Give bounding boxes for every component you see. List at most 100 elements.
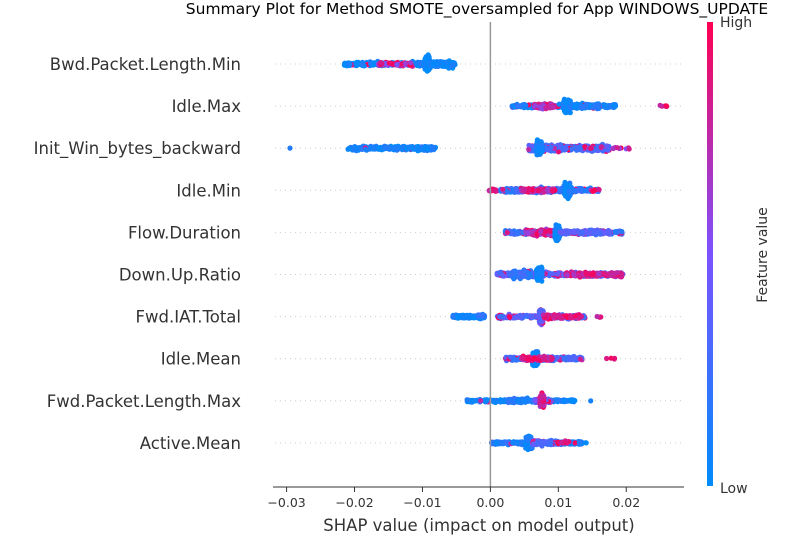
shap-point	[551, 314, 558, 320]
feature-point-group	[341, 52, 458, 74]
shap-point	[571, 229, 577, 235]
shap-point	[569, 146, 575, 152]
shap-point	[563, 146, 569, 152]
shap-point	[539, 270, 545, 276]
shap-point	[526, 186, 532, 192]
shap-point	[526, 142, 532, 148]
shap-point	[604, 143, 610, 149]
feature-point-group	[450, 307, 604, 328]
shap-point	[371, 145, 377, 151]
shap-point	[568, 357, 575, 363]
shap-point	[550, 271, 556, 277]
shap-point	[582, 144, 588, 150]
shap-point	[564, 272, 570, 278]
feature-point-group	[486, 179, 602, 202]
shap-point	[363, 147, 369, 153]
shap-point	[587, 231, 594, 237]
shap-point	[619, 229, 625, 235]
shap-point	[554, 354, 560, 360]
shap-point	[431, 60, 437, 66]
shap-point	[402, 60, 408, 67]
shap-point	[414, 144, 420, 150]
shap-point	[423, 56, 429, 62]
shap-point	[626, 146, 632, 152]
shap-point	[509, 270, 515, 276]
shap-point	[578, 187, 584, 193]
feature-label: Idle.Max	[172, 97, 242, 116]
shap-point	[614, 145, 620, 151]
feature-label: Bwd.Packet.Length.Min	[50, 55, 241, 74]
shap-point	[522, 187, 528, 193]
shap-point	[555, 149, 562, 155]
shap-point	[588, 271, 595, 277]
shap-point	[515, 103, 521, 109]
shap-point	[417, 61, 424, 67]
shap-point	[426, 67, 432, 73]
feature-label: Active.Mean	[140, 434, 241, 453]
shap-point	[596, 271, 602, 277]
shap-point	[577, 314, 583, 320]
shap-point	[493, 188, 499, 194]
shap-point	[523, 102, 529, 108]
shap-point	[451, 62, 457, 68]
feature-point-group	[287, 137, 632, 158]
shap-point	[572, 188, 578, 194]
shap-point	[353, 61, 359, 67]
shap-point	[588, 145, 594, 151]
shap-point	[513, 314, 520, 320]
feature-rows: Bwd.Packet.Length.MinIdle.MaxInit_Win_by…	[34, 55, 682, 453]
shap-point	[526, 146, 532, 152]
shap-point	[608, 272, 614, 279]
shap-point	[563, 184, 570, 190]
shap-point	[438, 61, 445, 67]
shap-point	[583, 271, 589, 277]
feature-label: Flow.Duration	[128, 223, 241, 242]
feature-point-group	[509, 96, 670, 116]
shap-point	[537, 104, 543, 110]
shap-point	[486, 188, 493, 194]
shap-point	[619, 271, 625, 277]
shap-point	[594, 313, 600, 320]
shap-point	[346, 61, 352, 67]
shap-point	[500, 186, 506, 192]
shap-point	[378, 59, 384, 66]
feature-label: Fwd.Packet.Length.Max	[47, 392, 241, 411]
shap-point	[479, 313, 485, 319]
shap-point	[394, 62, 400, 68]
shap-point	[544, 187, 551, 193]
shap-point	[554, 271, 561, 277]
shap-point	[522, 272, 528, 278]
feature-point-group	[502, 349, 618, 369]
shap-point	[596, 102, 602, 108]
shap-point	[572, 103, 578, 109]
shap-point	[424, 146, 431, 152]
shap-point	[536, 145, 542, 151]
shap-point	[583, 102, 589, 108]
shap-point	[526, 270, 532, 276]
shap-point	[287, 145, 293, 151]
shap-point	[579, 229, 586, 235]
shap-point	[578, 104, 584, 110]
shap-point	[397, 144, 403, 151]
shap-point	[460, 314, 467, 320]
shap-point	[351, 146, 357, 152]
shap-point	[537, 150, 543, 156]
shap-point	[388, 146, 394, 152]
shap-point	[601, 229, 607, 235]
shap-point	[532, 103, 539, 109]
shap-point	[602, 102, 608, 108]
shap-point	[529, 314, 535, 320]
shap-point	[592, 187, 598, 193]
shap-point	[561, 356, 567, 362]
shap-point	[538, 229, 544, 235]
feature-point-group	[502, 222, 625, 244]
feature-label: Idle.Mean	[161, 350, 241, 369]
shap-point	[564, 228, 570, 234]
shap-point	[535, 276, 541, 282]
shap-point	[505, 189, 511, 195]
shap-point	[443, 59, 449, 66]
shap-point	[408, 60, 414, 66]
feature-label: Fwd.IAT.Total	[136, 308, 241, 327]
shap-point	[610, 145, 616, 151]
